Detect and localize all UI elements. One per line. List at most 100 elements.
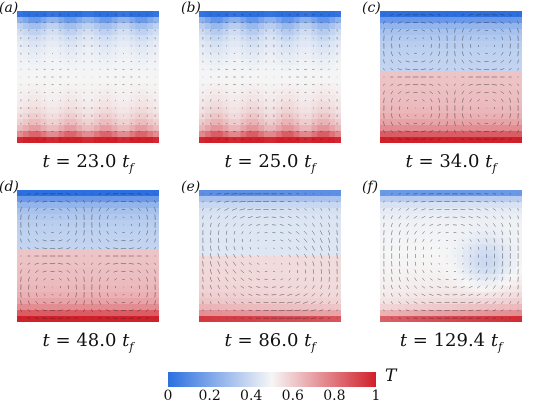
velocity-arrow [249, 37, 251, 40]
temperature-cell [451, 280, 458, 287]
temperature-cell [264, 256, 271, 263]
temperature-cell [204, 113, 212, 120]
temperature-cell [22, 77, 30, 84]
temperature-cell [264, 83, 271, 90]
temperature-cell [445, 29, 452, 36]
temperature-cell [329, 220, 336, 227]
velocity-arrow [74, 200, 78, 204]
velocity-arrow [74, 247, 78, 250]
velocity-arrow [288, 254, 291, 258]
temperature-cell [135, 316, 142, 322]
velocity-arrow [256, 286, 261, 288]
temperature-cell [474, 131, 482, 138]
temperature-cell [329, 131, 336, 138]
temperature-cell [504, 208, 511, 215]
temperature-cell [305, 280, 313, 287]
temperature-cell [385, 280, 393, 287]
temperature-cell [93, 59, 101, 66]
velocity-arrow [256, 294, 261, 296]
velocity-arrow [468, 60, 473, 63]
temperature-cell [275, 119, 283, 126]
velocity-arrow [328, 99, 330, 102]
temperature-cell [329, 250, 336, 257]
temperature-cell [474, 244, 482, 251]
temperature-cell [380, 17, 387, 24]
temperature-cell [323, 202, 330, 209]
velocity-arrow [336, 301, 338, 304]
temperature-cell [258, 292, 265, 299]
velocity-arrow [137, 309, 142, 312]
velocity-arrow [328, 130, 330, 133]
temperature-cell [99, 125, 107, 132]
temperature-cell [439, 83, 446, 90]
temperature-cell [445, 256, 452, 263]
temperature-cell [439, 268, 446, 275]
velocity-arrow [91, 193, 93, 195]
temperature-cell [64, 202, 71, 209]
velocity-arrow [114, 60, 117, 62]
temperature-cell [240, 77, 247, 84]
temperature-cell [252, 220, 259, 227]
temperature-cell [82, 316, 89, 322]
velocity-arrow [145, 269, 149, 274]
temperature-cell [216, 196, 224, 203]
temperature-cell [105, 107, 113, 114]
temperature-cell [123, 298, 131, 305]
velocity-arrow [296, 208, 300, 211]
velocity-arrow [217, 285, 220, 290]
velocity-arrow [202, 215, 204, 219]
velocity-arrow [59, 123, 62, 125]
temperature-cell [281, 220, 289, 227]
temperature-cell [117, 113, 125, 120]
temperature-cell [129, 256, 136, 263]
velocity-arrow [287, 208, 292, 211]
temperature-cell [287, 71, 295, 78]
velocity-arrow [390, 68, 394, 71]
velocity-arrow [413, 223, 418, 227]
temperature-cell [246, 17, 253, 24]
temperature-cell [240, 226, 247, 233]
velocity-arrow [304, 277, 307, 282]
temperature-cell [409, 202, 417, 209]
temperature-cell [397, 107, 405, 114]
temperature-cell [451, 137, 458, 143]
velocity-arrow [454, 138, 456, 140]
temperature-cell [17, 35, 24, 42]
temperature-cell [264, 35, 271, 42]
field-svg [380, 11, 522, 143]
temperature-cell [22, 202, 30, 209]
temperature-cell [99, 23, 107, 30]
temperature-cell [82, 119, 89, 126]
velocity-arrow [217, 301, 220, 304]
temperature-cell [216, 244, 224, 251]
temperature-cell [287, 226, 295, 233]
temperature-cell [88, 17, 95, 24]
temperature-cell [516, 131, 522, 138]
temperature-cell [246, 274, 253, 281]
temperature-cell [439, 125, 446, 132]
velocity-arrow [130, 29, 133, 31]
temperature-cell [317, 107, 324, 114]
temperature-cell [240, 47, 247, 54]
temperature-cell [76, 286, 83, 293]
temperature-cell [456, 83, 464, 90]
velocity-arrow [106, 215, 109, 220]
velocity-arrow [422, 99, 425, 102]
velocity-arrow [217, 122, 220, 125]
temperature-cell [311, 226, 318, 233]
temperature-cell [397, 137, 405, 143]
temperature-cell [468, 298, 476, 305]
temperature-cell [510, 196, 517, 203]
temperature-cell [498, 316, 505, 322]
temperature-cell [397, 238, 405, 245]
velocity-arrow [422, 238, 425, 243]
temperature-cell [462, 190, 470, 197]
temperature-cell [70, 89, 77, 96]
temperature-cell [335, 53, 341, 60]
temperature-cell [329, 286, 336, 293]
velocity-arrow [106, 91, 109, 94]
temperature-cell [275, 310, 283, 317]
temperature-cell [64, 208, 71, 215]
temperature-cell [492, 83, 499, 90]
temperature-cell [415, 11, 423, 18]
